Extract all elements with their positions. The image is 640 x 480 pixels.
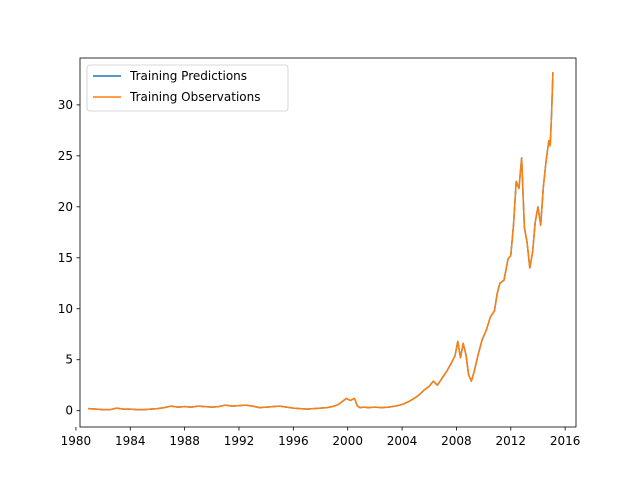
y-tick-label: 0 (65, 404, 73, 418)
x-tick-label: 2008 (441, 434, 472, 448)
legend: Training Predictions Training Observatio… (86, 64, 289, 112)
x-tick-label: 1980 (61, 434, 92, 448)
x-tick-label: 1992 (224, 434, 255, 448)
series-line-training-observations (88, 72, 554, 411)
y-axis-ticks: 0 5 10 15 20 25 30 (58, 98, 80, 418)
x-tick-label: 1996 (278, 434, 309, 448)
legend-label-predictions: Training Predictions (129, 69, 247, 83)
axes-layer (79, 57, 577, 428)
legend-box (86, 64, 289, 112)
x-axis-ticks: 1980 1984 1988 1992 1996 2000 2004 2008 2012 2016 (61, 427, 581, 448)
x-tick-label: 2000 (332, 434, 363, 448)
legend-label-observations: Training Observations (129, 90, 261, 104)
y-tick-label: 25 (58, 149, 73, 163)
y-tick-label: 5 (65, 353, 73, 367)
y-tick-label: 15 (58, 251, 73, 265)
x-tick-label: 2016 (550, 434, 581, 448)
y-tick-label: 20 (58, 200, 73, 214)
axes-frame (79, 57, 577, 428)
y-tick-label: 10 (58, 302, 73, 316)
series-layer (88, 72, 554, 411)
x-tick-label: 1984 (115, 434, 146, 448)
x-tick-label: 1988 (169, 434, 200, 448)
y-tick-label: 30 (58, 98, 73, 112)
plot-area (80, 58, 576, 427)
x-tick-label: 2004 (387, 434, 418, 448)
x-tick-label: 2012 (495, 434, 526, 448)
